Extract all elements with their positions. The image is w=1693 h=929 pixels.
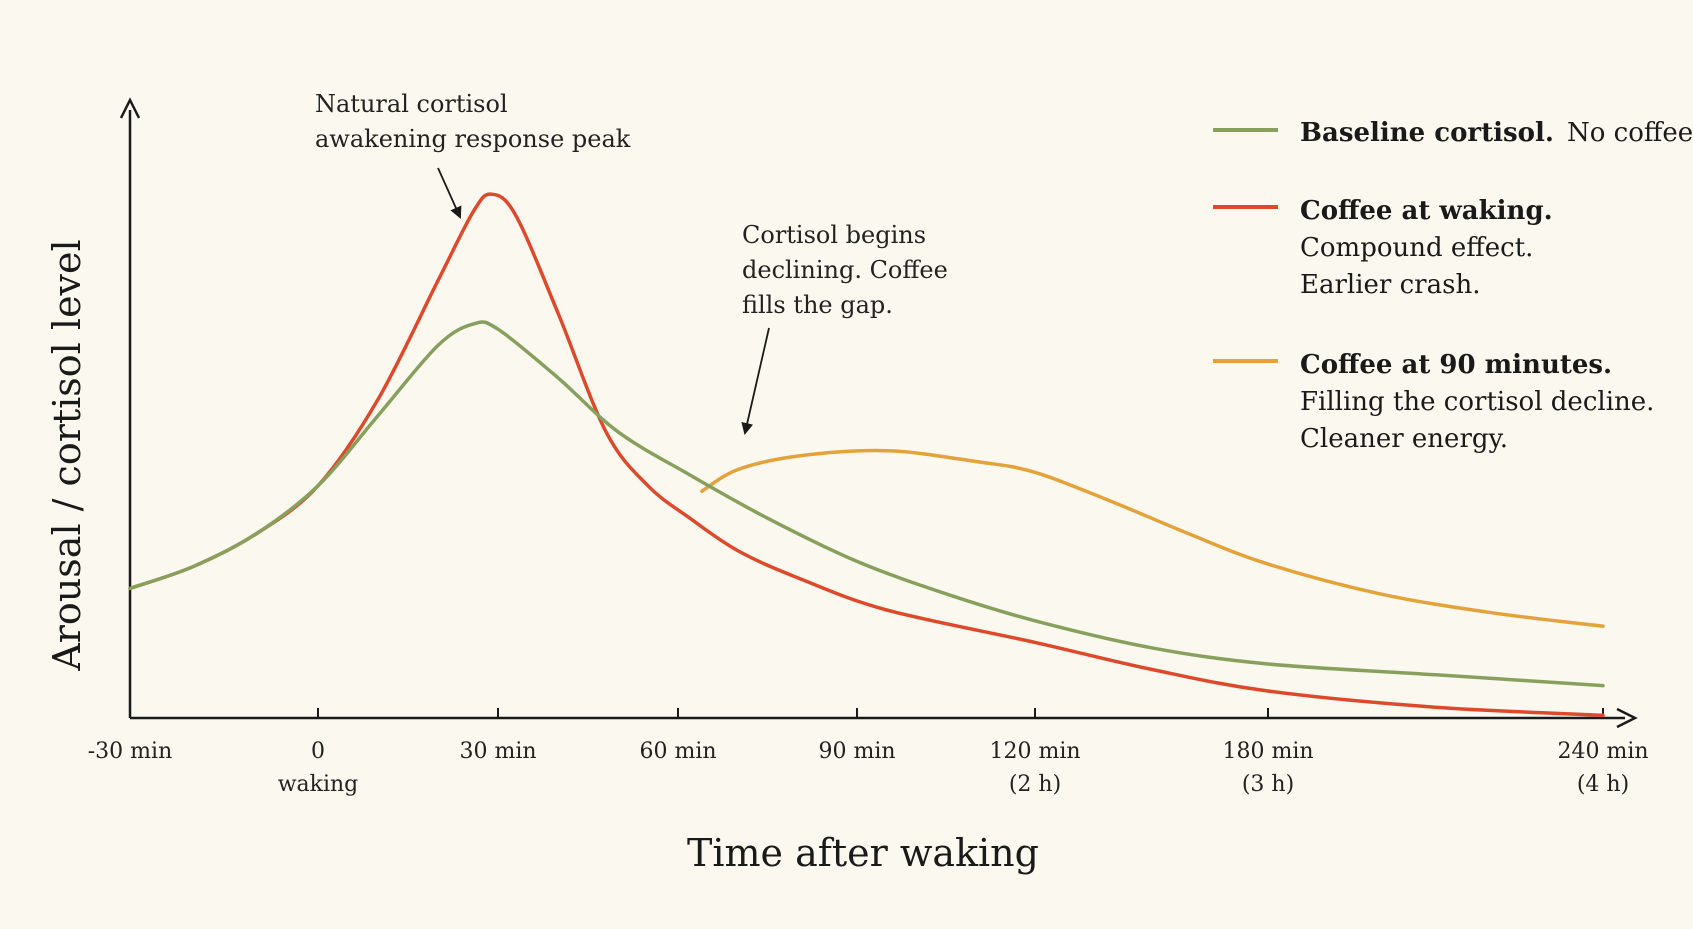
annotation-peak: Natural cortisol awakening response peak [315, 90, 631, 219]
series-line-coffee-90 [700, 448, 1605, 628]
series-layer [128, 192, 1605, 718]
legend-bold-baseline: Baseline cortisol. [1300, 118, 1554, 148]
annotation-decline: Cortisol begins declining. Coffee fills … [741, 221, 948, 435]
legend-bold-coffee-waking: Coffee at waking. [1300, 196, 1553, 226]
x-tick-label: 30 min [459, 739, 536, 764]
annotation-decline-line-2: declining. Coffee [742, 256, 948, 284]
legend-item-coffee-waking: Coffee at waking. Compound effect. Earli… [1213, 196, 1553, 300]
annotation-peak-line-2: awakening response peak [315, 125, 631, 153]
annotation-decline-line-1: Cortisol begins [742, 221, 926, 249]
annotation-peak-arrow [437, 167, 462, 219]
y-axis-title: Arousal / cortisol level [45, 239, 89, 671]
legend-line-coffee-90-1: Filling the cortisol decline. [1300, 387, 1654, 417]
annotation-peak-line-1: Natural cortisol [315, 90, 508, 118]
x-tick-label: 0 [311, 739, 325, 764]
x-tick-sublabel: (2 h) [1009, 772, 1061, 797]
series-line-coffee-waking [128, 192, 1605, 718]
annotation-decline-arrow [741, 327, 770, 435]
axes [119, 97, 1638, 729]
x-ticks: -30 min 0 waking 30 min 60 min 90 min 120 min (… [88, 708, 1649, 797]
x-axis-arrow [1616, 707, 1638, 729]
legend-rest-baseline: No coffee. [1567, 118, 1693, 148]
y-axis-arrow [119, 97, 141, 119]
legend-label-baseline: Baseline cortisol. No coffee. [1300, 118, 1693, 148]
x-tick-label: -30 min [88, 739, 173, 764]
x-axis-title: Time after waking [687, 831, 1039, 875]
legend-item-baseline: Baseline cortisol. No coffee. [1213, 118, 1693, 148]
legend-line-coffee-waking-2: Earlier crash. [1300, 270, 1480, 300]
legend: Baseline cortisol. No coffee. Coffee at … [1213, 118, 1693, 454]
x-tick-label: 60 min [639, 739, 716, 764]
series-line-baseline [128, 320, 1605, 688]
legend-line-coffee-90-2: Cleaner energy. [1300, 424, 1508, 454]
legend-item-coffee-90: Coffee at 90 minutes. Filling the cortis… [1213, 350, 1654, 454]
x-tick-sublabel: (4 h) [1577, 772, 1629, 797]
legend-line-coffee-waking-1: Compound effect. [1300, 233, 1533, 263]
legend-bold-coffee-90: Coffee at 90 minutes. [1300, 350, 1612, 380]
x-tick-sublabel: (3 h) [1242, 772, 1294, 797]
x-tick-label: 180 min [1222, 739, 1313, 764]
x-tick-label: 120 min [989, 739, 1080, 764]
x-tick-sublabel: waking [278, 772, 359, 797]
x-tick-label: 90 min [818, 739, 895, 764]
x-tick-label: 240 min [1557, 739, 1648, 764]
annotation-decline-line-3: fills the gap. [742, 291, 893, 319]
